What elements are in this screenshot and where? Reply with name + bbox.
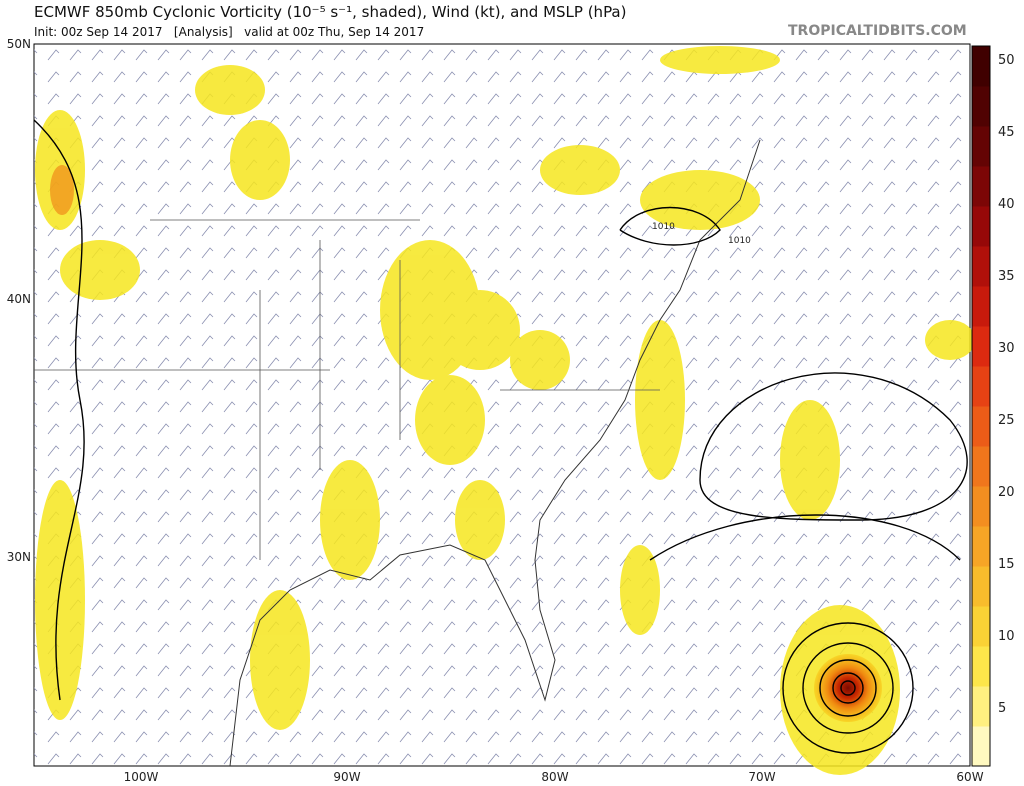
lon-label: 60W [956, 770, 983, 784]
colorbar-swatch [972, 686, 990, 727]
hurricane-vorticity [814, 654, 882, 722]
colorbar-swatch [972, 486, 990, 527]
lon-label: 80W [541, 770, 568, 784]
colorbar-label: 50 [998, 53, 1015, 68]
colorbar-swatch [972, 646, 990, 687]
colorbar-swatch [972, 406, 990, 447]
colorbar-label: 35 [998, 269, 1015, 284]
colorbar-label: 25 [998, 413, 1015, 428]
colorbar-label: 30 [998, 341, 1015, 356]
colorbar-swatch [972, 206, 990, 247]
isobars [33, 119, 968, 754]
init-line: Init: 00z Sep 14 2017 [Analysis] valid a… [34, 25, 425, 39]
colorbar-swatch [972, 286, 990, 327]
isobar-label: 1010 [728, 236, 751, 246]
title: ECMWF 850mb Cyclonic Vorticity (10⁻⁵ s⁻¹… [34, 3, 627, 21]
vorticity-max [50, 165, 74, 215]
colorbar-label: 20 [998, 485, 1015, 500]
colorbar-swatch [972, 326, 990, 367]
colorbar-label: 5 [998, 701, 1006, 716]
colorbar-swatch [972, 606, 990, 647]
colorbar-swatch [972, 166, 990, 207]
lon-label: 70W [748, 770, 775, 784]
colorbar-label: 45 [998, 125, 1015, 140]
colorbar-swatch [972, 566, 990, 607]
colorbar-frame [971, 45, 991, 767]
lon-label: 90W [333, 770, 360, 784]
lat-label: 40N [7, 292, 31, 306]
site-name: TROPICALTIDBITS.COM [788, 23, 967, 39]
lat-label: 50N [7, 37, 31, 51]
colorbar-swatch [972, 366, 990, 407]
colorbar-swatch [972, 726, 990, 767]
colorbar-swatch [972, 86, 990, 127]
coastlines [34, 139, 761, 767]
colorbar-label: 40 [998, 197, 1015, 212]
colorbar-swatch [972, 46, 990, 87]
vorticity-shading [35, 46, 975, 775]
colorbar-swatch [972, 526, 990, 567]
colorbar: 5 10 15 20 25 30 35 40 45 50 [971, 45, 1015, 767]
colorbar-swatch [972, 446, 990, 487]
colorbar-label: 10 [998, 629, 1015, 644]
lat-label: 30N [7, 550, 31, 564]
lon-label: 100W [124, 770, 159, 784]
colorbar-label: 15 [998, 557, 1015, 572]
colorbar-swatch [972, 126, 990, 167]
isobar-label: 1010 [652, 222, 675, 232]
colorbar-swatch [972, 246, 990, 287]
